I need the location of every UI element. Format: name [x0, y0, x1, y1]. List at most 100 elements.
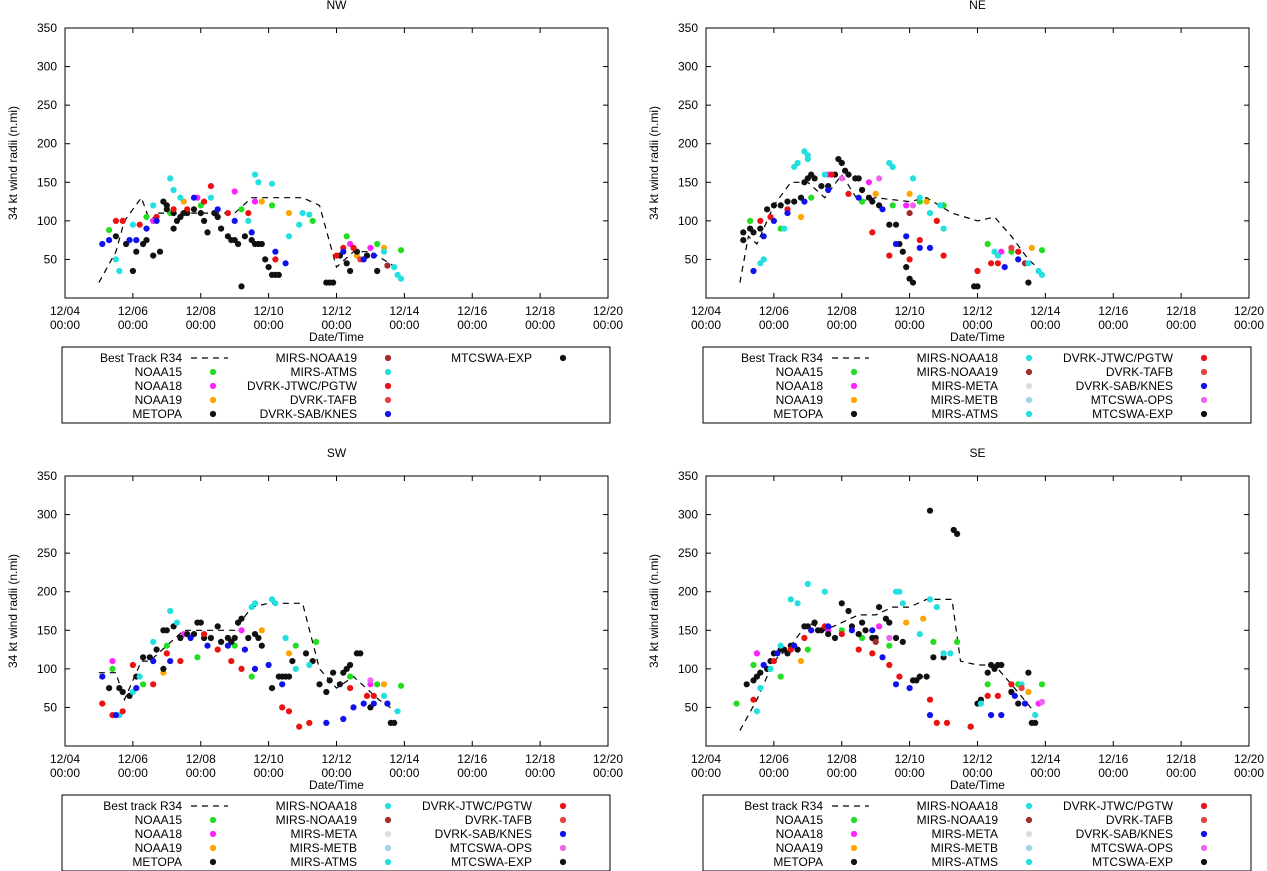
data-point-dvrk-sab-knes — [801, 198, 808, 205]
data-point-metopa — [190, 206, 198, 213]
data-point-noaa19 — [920, 615, 927, 622]
legend-swatch-dot — [850, 410, 858, 418]
data-point-mirs-atms — [821, 588, 828, 595]
data-point-dvrk-sab-knes — [360, 256, 367, 263]
data-point-dvrk-sab-knes — [241, 646, 248, 653]
data-point-mirs-noaa19 — [872, 638, 879, 645]
legend-label: DVRK-JTWC/PGTW — [422, 799, 533, 813]
data-point-mirs-atms — [173, 619, 181, 626]
legend-swatch-dot — [384, 816, 392, 824]
y-tick-label: 300 — [678, 508, 698, 522]
data-point-mtcswa-exp — [160, 665, 167, 672]
x-tick-time-label: 00:00 — [759, 318, 789, 332]
data-point-mirs-atms — [306, 211, 313, 218]
legend-swatch-dot — [1200, 802, 1208, 810]
data-point-dvrk-jtwc-pgtw — [201, 631, 208, 638]
data-point-metopa — [1025, 279, 1032, 286]
data-point-metopa — [289, 658, 296, 665]
plot-frame — [64, 27, 609, 299]
data-point-metopa — [197, 210, 204, 217]
data-point-noaa18 — [876, 623, 883, 630]
legend-label: DVRK-SAB/KNES — [260, 407, 357, 421]
data-point-dvrk-jtwc-pgtw — [136, 221, 143, 228]
data-point-mirs-atms — [167, 175, 174, 182]
data-point-dvrk-jtwc-pgtw — [201, 198, 208, 205]
data-point-mtcswa-exp — [163, 206, 170, 213]
best-track-line — [739, 173, 1038, 283]
legend-label: MIRS-META — [932, 827, 998, 841]
legend-label: MTCSWA-EXP — [451, 855, 532, 869]
data-point-mirs-atms — [760, 256, 767, 263]
x-tick-time-label: 00:00 — [962, 318, 992, 332]
data-point-metopa — [133, 248, 140, 255]
data-point-dvrk-sab-knes — [998, 712, 1005, 719]
data-point-dvrk-jtwc-pgtw — [363, 692, 371, 699]
data-point-noaa15 — [309, 217, 316, 224]
data-point-mtcswa-exp — [740, 237, 747, 244]
chart-title: SE — [969, 446, 985, 460]
data-point-noaa19 — [906, 190, 913, 197]
data-point-noaa15 — [747, 217, 754, 224]
data-point-noaa15 — [238, 206, 245, 213]
y-tick-label: 150 — [678, 175, 698, 189]
legend-swatch-dot — [1025, 802, 1033, 810]
data-point-metopa — [784, 198, 791, 205]
legend-label: DVRK-JTWC/PGTW — [1063, 351, 1174, 365]
legend-label: NOAA15 — [776, 365, 824, 379]
data-point-dvrk-jtwc-pgtw — [855, 646, 862, 653]
data-point-dvrk-jtwc-pgtw — [1015, 248, 1022, 255]
data-point-noaa15 — [397, 682, 405, 689]
x-tick-time-label: 00:00 — [254, 318, 284, 332]
y-tick-label: 100 — [678, 662, 698, 676]
data-point-metopa — [859, 186, 866, 194]
data-point-metopa — [743, 681, 750, 688]
best-track-line — [98, 602, 397, 712]
legend-label: MIRS-NOAA19 — [276, 813, 358, 827]
data-point-metopa — [357, 650, 364, 657]
data-point-mtcswa-ops — [1038, 698, 1046, 706]
data-point-mirs-atms — [916, 194, 923, 201]
x-tick-time-label: 00:00 — [525, 766, 555, 780]
legend-box — [61, 346, 611, 424]
data-point-dvrk-sab-knes — [1001, 264, 1008, 271]
legend-label: METOPA — [132, 855, 182, 869]
legend-swatch-dot — [850, 816, 858, 824]
data-point-noaa15 — [194, 654, 201, 661]
x-tick-date-label: 12/04 — [50, 752, 80, 766]
data-point-noaa15 — [984, 681, 991, 688]
data-point-dvrk-sab-knes — [204, 642, 211, 649]
legend-label: MIRS-NOAA19 — [917, 813, 999, 827]
data-point-dvrk-jtwc-pgtw — [988, 260, 995, 267]
legend-swatch-dot — [559, 816, 567, 824]
data-point-metopa — [275, 271, 282, 278]
data-point-dvrk-sab-knes — [869, 627, 876, 634]
data-point-dvrk-sab-knes — [750, 267, 757, 275]
data-point-noaa15 — [889, 202, 896, 209]
legend-label: MTCSWA-EXP — [1092, 855, 1173, 869]
data-point-dvrk-jtwc-pgtw — [974, 267, 981, 275]
data-point-metopa — [201, 217, 208, 224]
data-point-noaa15 — [930, 638, 937, 645]
y-tick-label: 200 — [678, 585, 698, 599]
legend-swatch-dot — [384, 844, 392, 852]
legend-box — [702, 794, 1252, 871]
data-point-metopa — [241, 233, 248, 240]
x-tick-date-label: 12/14 — [389, 752, 419, 766]
legend-label: Best track R34 — [744, 799, 823, 813]
data-point-dvrk-sab-knes — [272, 248, 279, 255]
data-point-mirs-atms — [299, 210, 306, 217]
y-axis-label: 34 kt wind radii (n.mi) — [6, 554, 20, 668]
data-point-noaa15 — [268, 202, 276, 209]
data-point-noaa18 — [109, 658, 116, 665]
x-tick-date-label: 12/06 — [118, 304, 148, 318]
x-tick-time-label: 00:00 — [1098, 766, 1128, 780]
data-point-mirs-noaa19 — [906, 210, 913, 217]
data-point-mirs-atms — [268, 180, 276, 187]
data-point-dvrk-jtwc-pgtw — [801, 634, 808, 642]
data-point-dvrk-jtwc-pgtw — [285, 708, 293, 715]
data-point-metopa — [1025, 669, 1032, 676]
x-tick-date-label: 12/20 — [593, 752, 623, 766]
data-point-dvrk-jtwc-pgtw — [916, 237, 923, 244]
data-point-dvrk-jtwc-pgtw — [933, 217, 940, 224]
legend-swatch-dot — [209, 382, 217, 390]
